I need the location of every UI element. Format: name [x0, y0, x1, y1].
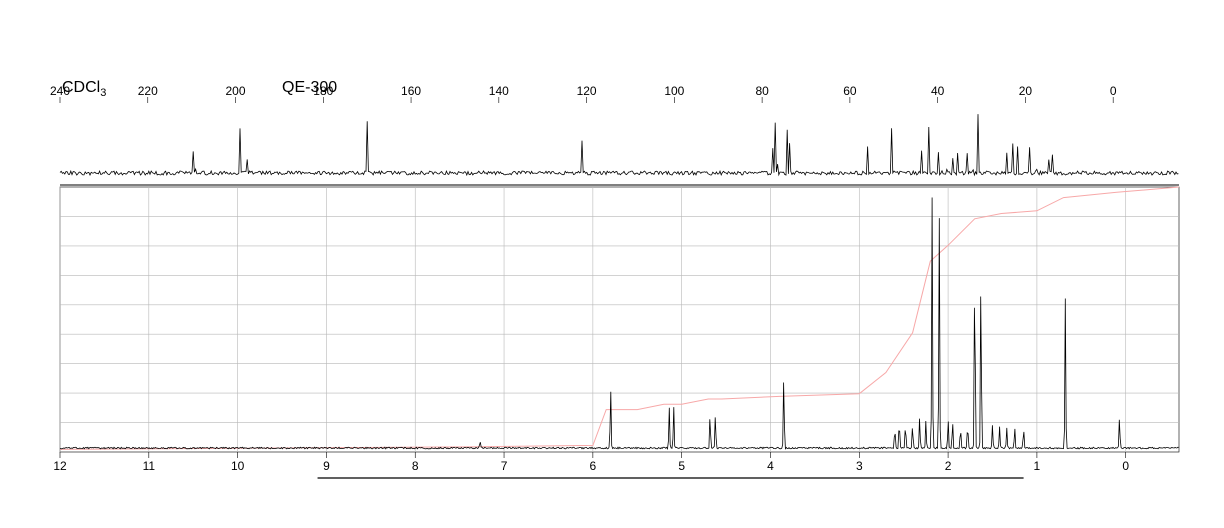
- h1-tick-label: 11: [143, 459, 156, 473]
- h1-tick-label: 7: [501, 459, 508, 473]
- h1-tick-label: 12: [53, 459, 67, 473]
- c13-tick-label: 140: [489, 84, 509, 98]
- c13-tick-label: 220: [138, 84, 158, 98]
- spectrum-svg: CDCl3QE-30024022020018016014012010080604…: [0, 0, 1224, 528]
- c13-tick-label: 60: [843, 84, 857, 98]
- h1-spectrum-trace: [60, 198, 1179, 449]
- c13-tick-label: 160: [401, 84, 421, 98]
- h1-tick-label: 2: [945, 459, 952, 473]
- c13-tick-label: 200: [226, 84, 246, 98]
- h1-tick-label: 10: [231, 459, 245, 473]
- h1-tick-label: 8: [412, 459, 419, 473]
- h1-tick-label: 4: [767, 459, 774, 473]
- title-group: CDCl3QE-300: [62, 79, 337, 99]
- c13-spectrum-trace: [60, 114, 1178, 175]
- h1-tick-label: 0: [1122, 459, 1129, 473]
- c13-tick-label: 0: [1110, 84, 1117, 98]
- c13-tick-label: 100: [664, 84, 684, 98]
- h1-tick-label: 6: [590, 459, 597, 473]
- c13-tick-label: 180: [313, 84, 333, 98]
- h1-tick-label: 1: [1034, 459, 1041, 473]
- c13-tick-label: 40: [931, 84, 945, 98]
- h1-tick-label: 3: [856, 459, 863, 473]
- h1-tick-label: 5: [678, 459, 685, 473]
- h1-panel-frame: [60, 187, 1179, 452]
- nmr-figure: { "figure": { "width_px": 1224, "height_…: [0, 0, 1224, 528]
- c13-tick-label: 80: [755, 84, 769, 98]
- c13-tick-label: 240: [50, 84, 70, 98]
- c13-tick-label: 20: [1019, 84, 1033, 98]
- c13-tick-label: 120: [577, 84, 597, 98]
- h1-integration-curve: [60, 187, 1179, 449]
- h1-tick-label: 9: [323, 459, 330, 473]
